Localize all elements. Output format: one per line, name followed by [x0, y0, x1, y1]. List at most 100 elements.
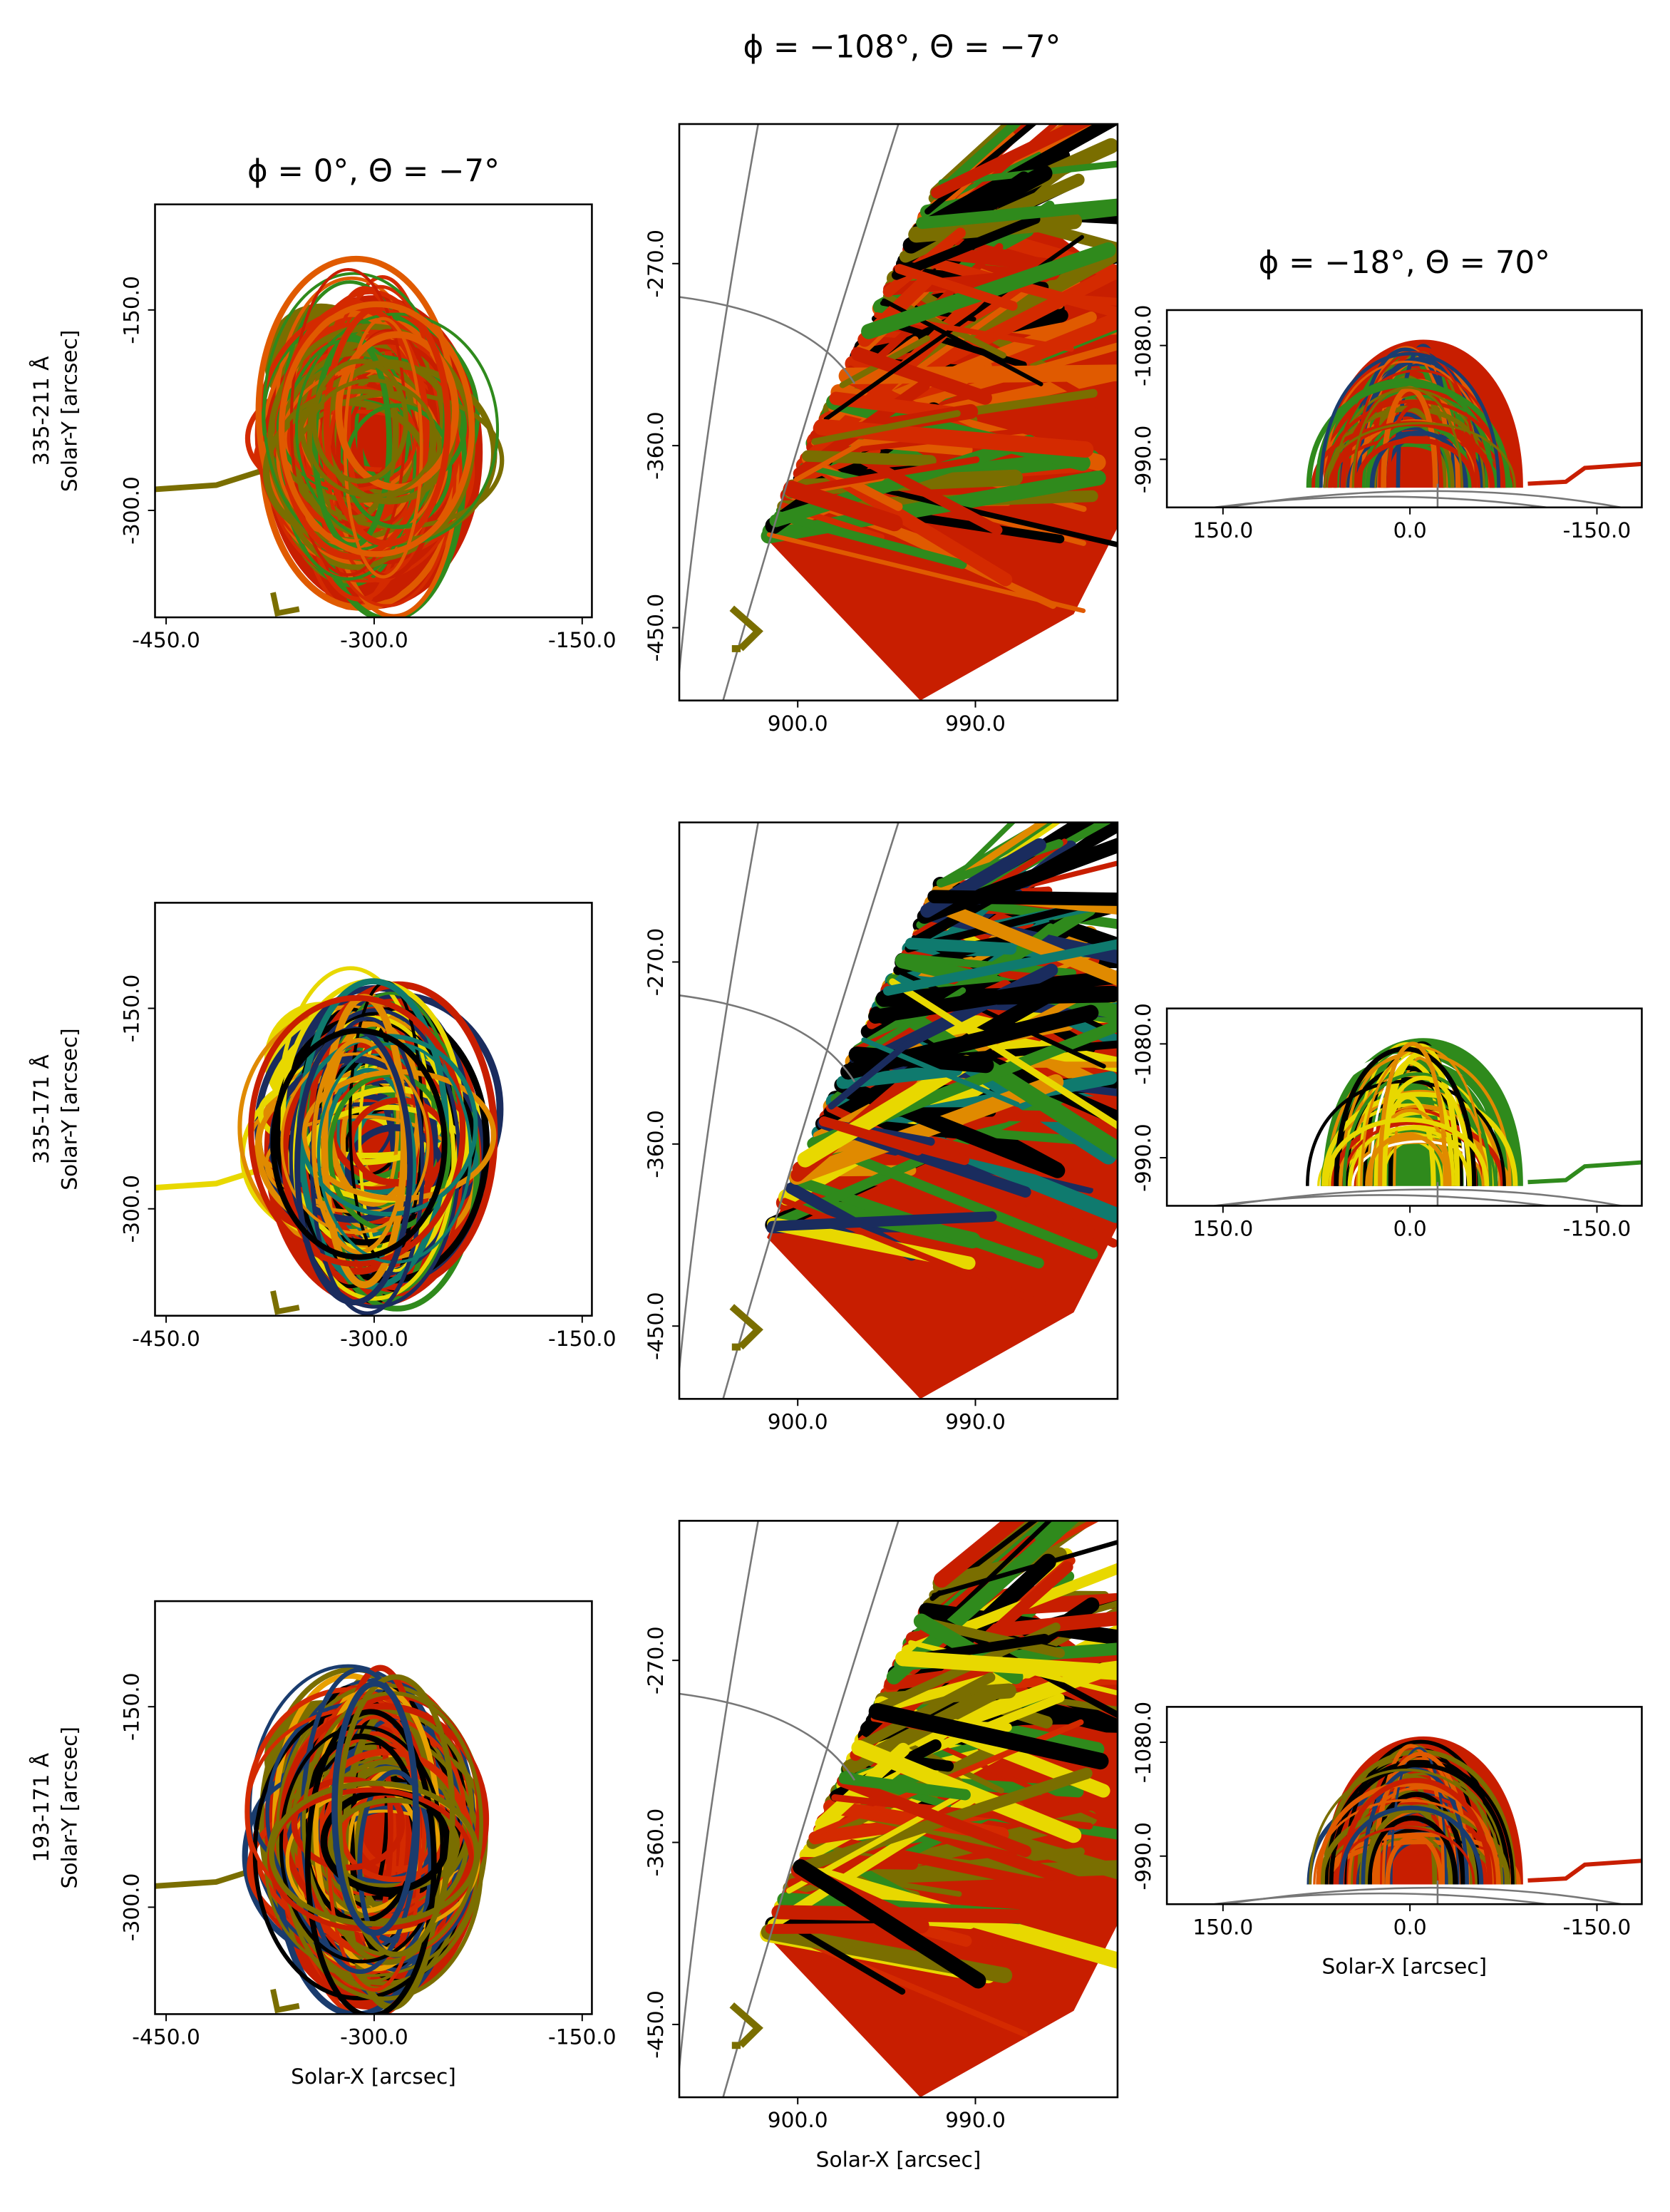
panel-image	[679, 1521, 1118, 2098]
loop	[912, 123, 1118, 235]
loop	[793, 1859, 986, 1989]
y-tick-label: -150.0	[118, 1672, 143, 1741]
y-tick-label: -150.0	[118, 974, 143, 1043]
grid-curve	[1214, 1194, 1554, 1206]
loop	[306, 378, 437, 498]
x-tick-label: -150.0	[1563, 1914, 1632, 1939]
loop-tail	[155, 1164, 270, 1191]
y-tick-label: -150.0	[118, 276, 143, 344]
panel-title: ϕ = 0°, Θ = −7°	[247, 154, 500, 190]
figure-title: ϕ = −108°, Θ = −7°	[743, 30, 1061, 66]
axes-frame	[1165, 1706, 1643, 1905]
x-tick-label: -300.0	[340, 627, 408, 652]
hook	[270, 1988, 300, 2014]
panel-title: ϕ = −18°, Θ = 70°	[1259, 245, 1550, 281]
grid-curve	[722, 822, 900, 1399]
y-tick-label: -360.0	[643, 1110, 668, 1178]
loop	[811, 410, 961, 446]
y-axis-label: Solar-Y [arcsec]	[56, 330, 81, 492]
grid-curve	[1214, 1892, 1554, 1905]
loop	[270, 1027, 448, 1260]
grid-curve	[679, 1521, 759, 2069]
loop	[931, 123, 1022, 200]
loop	[1306, 1079, 1506, 1186]
loop	[276, 389, 442, 503]
y-tick-label: -1080.0	[1130, 304, 1155, 386]
loop	[280, 1052, 430, 1235]
loop	[838, 1773, 971, 1801]
grid-curve	[722, 1521, 900, 2098]
y-tick-label: -1080.0	[1130, 1702, 1155, 1783]
panel-image	[679, 822, 1118, 1399]
loop	[1386, 403, 1443, 488]
x-tick-label: 900.0	[768, 711, 828, 736]
y-tick-label: -270.0	[643, 230, 668, 298]
x-tick-label: -150.0	[1563, 1216, 1632, 1241]
x-tick-label: -300.0	[340, 2025, 408, 2049]
x-tick-label: 150.0	[1192, 518, 1253, 542]
loop	[1341, 1121, 1486, 1186]
grid-curve	[722, 123, 900, 701]
axes-frame	[678, 123, 1119, 701]
y-tick-label: -450.0	[643, 594, 668, 662]
loop	[828, 1032, 921, 1110]
loop	[900, 250, 1118, 319]
y-tick-label: -990.0	[1130, 426, 1155, 494]
grid-curve	[679, 994, 856, 1083]
x-axis-label: Solar-X [arcsec]	[291, 2064, 456, 2089]
loop	[819, 1116, 923, 1156]
panel-image	[155, 255, 505, 618]
y-tick-label: -300.0	[118, 476, 143, 545]
loop	[929, 822, 1016, 904]
hook	[729, 2002, 763, 2049]
y-tick-label: -360.0	[643, 1809, 668, 1877]
loop	[931, 123, 1093, 199]
hook	[729, 605, 763, 652]
loop	[1385, 1834, 1444, 1885]
y-axis-label: Solar-Y [arcsec]	[56, 1727, 81, 1888]
loop	[850, 346, 992, 405]
y-tick-label: -270.0	[643, 928, 668, 997]
axes-frame	[678, 821, 1119, 1400]
loop	[904, 892, 1118, 953]
loop	[868, 1703, 1109, 1770]
x-tick-label: -150.0	[548, 2025, 617, 2049]
x-tick-label: -450.0	[132, 1326, 200, 1351]
loop	[1321, 1091, 1518, 1186]
loop	[787, 456, 980, 495]
grid-curve	[1214, 495, 1554, 508]
loop-tail	[155, 465, 270, 493]
x-tick-label: 0.0	[1393, 518, 1427, 542]
axes-frame	[1165, 1007, 1643, 1207]
loop	[933, 1521, 1026, 1588]
loop	[335, 331, 459, 491]
loop	[311, 359, 408, 484]
loop	[837, 1775, 1032, 1858]
loop	[1351, 386, 1463, 488]
loop	[331, 1680, 419, 1936]
loop	[855, 1672, 996, 1751]
loop	[1366, 1815, 1458, 1885]
y-tick-label: -990.0	[1130, 1822, 1155, 1891]
loop	[886, 1521, 1080, 1684]
loop-tail	[1527, 1160, 1642, 1185]
grid-curve	[679, 822, 759, 1371]
y-tick-label: -360.0	[643, 411, 668, 480]
loop	[767, 1217, 976, 1270]
loop-tail	[1527, 1858, 1642, 1883]
loop	[861, 1037, 1020, 1107]
loop	[891, 214, 1041, 280]
loop	[916, 198, 1118, 230]
loop	[269, 1780, 480, 1927]
panel-image	[155, 966, 504, 1316]
y-tick-label: -300.0	[118, 1175, 143, 1243]
loop	[861, 242, 1116, 339]
loop	[767, 1211, 997, 1232]
panel-image	[679, 123, 1118, 701]
y-tick-label: -450.0	[643, 1292, 668, 1360]
loop	[343, 317, 423, 579]
hook	[729, 1304, 763, 1351]
x-tick-label: -300.0	[340, 1326, 408, 1351]
